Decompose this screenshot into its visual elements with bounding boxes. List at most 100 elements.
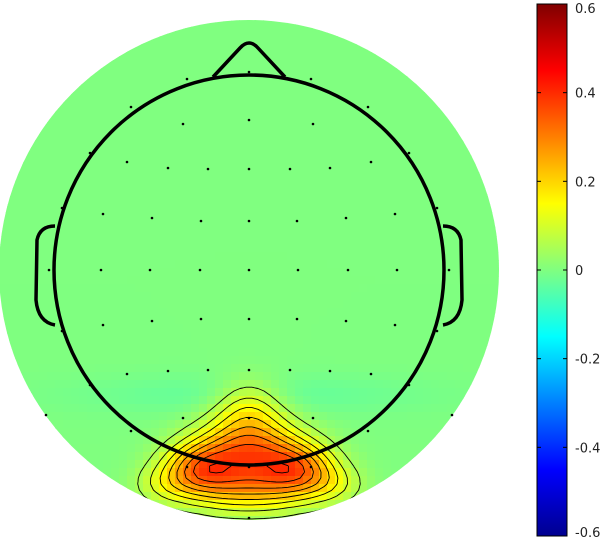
heatmap-cell: [495, 228, 499, 237]
heatmap-cell: [367, 260, 376, 269]
heatmap-cell: [327, 116, 336, 125]
heatmap-cell: [327, 148, 336, 157]
heatmap-cell: [271, 44, 280, 53]
heatmap-cell: [143, 404, 152, 413]
heatmap-cell: [391, 444, 400, 453]
heatmap-cell: [47, 364, 56, 373]
heatmap-cell: [55, 332, 64, 341]
heatmap-cell: [255, 20, 264, 29]
heatmap-cell: [367, 428, 376, 437]
heatmap-cell: [311, 460, 320, 469]
heatmap-cell: [135, 396, 144, 405]
heatmap-cell: [119, 428, 128, 437]
heatmap-cell: [327, 396, 336, 405]
heatmap-cell: [391, 436, 400, 445]
heatmap-cell: [103, 220, 112, 229]
heatmap-cell: [15, 348, 24, 357]
heatmap-cell: [295, 228, 304, 237]
heatmap-cell: [479, 372, 488, 381]
heatmap-cell: [447, 188, 456, 197]
heatmap-cell: [127, 260, 136, 269]
heatmap-cell: [111, 100, 120, 109]
heatmap-cell: [167, 268, 176, 277]
heatmap-cell: [463, 364, 472, 373]
heatmap-cell: [303, 244, 312, 253]
heatmap-cell: [79, 196, 88, 205]
heatmap-cell: [111, 92, 120, 101]
heatmap-cell: [359, 220, 368, 229]
heatmap-cell: [159, 284, 168, 293]
heatmap-cell: [23, 252, 32, 261]
heatmap-cell: [343, 108, 352, 117]
heatmap-cell: [239, 212, 248, 221]
heatmap-cell: [143, 204, 152, 213]
heatmap-cell: [383, 164, 392, 173]
heatmap-cell: [407, 284, 416, 293]
heatmap-cell: [431, 100, 440, 109]
heatmap-cell: [391, 276, 400, 285]
heatmap-cell: [159, 204, 168, 213]
heatmap-cell: [95, 428, 104, 437]
heatmap-cell: [343, 420, 352, 429]
heatmap-cell: [319, 252, 328, 261]
heatmap-cell: [151, 132, 160, 141]
heatmap-cell: [223, 108, 232, 117]
heatmap-cell: [439, 204, 448, 213]
heatmap-cell: [327, 292, 336, 301]
heatmap-cell: [391, 172, 400, 181]
heatmap-cell: [111, 212, 120, 221]
heatmap-cell: [271, 228, 280, 237]
heatmap-cell: [191, 484, 200, 493]
heatmap-cell: [335, 500, 344, 509]
heatmap-cell: [351, 84, 360, 93]
heatmap-cell: [263, 196, 272, 205]
heatmap-cell: [367, 292, 376, 301]
heatmap-cell: [191, 180, 200, 189]
heatmap-cell: [375, 260, 384, 269]
heatmap-cell: [119, 84, 128, 93]
heatmap-cell: [447, 284, 456, 293]
heatmap-cell: [247, 244, 256, 253]
heatmap-cell: [39, 268, 48, 277]
heatmap-cell: [239, 76, 248, 85]
heatmap-cell: [375, 244, 384, 253]
heatmap-cell: [239, 268, 248, 277]
heatmap-cell: [183, 460, 192, 469]
heatmap-cell: [239, 436, 248, 445]
heatmap-cell: [0, 252, 8, 261]
heatmap-cell: [407, 396, 416, 405]
heatmap-cell: [63, 188, 72, 197]
heatmap-cell: [79, 364, 88, 373]
colorbar-tick-label: 0: [575, 264, 583, 279]
heatmap-cell: [79, 324, 88, 333]
heatmap-cell: [351, 268, 360, 277]
heatmap-cell: [167, 172, 176, 181]
heatmap-cell: [399, 84, 408, 93]
heatmap-cell: [167, 348, 176, 357]
heatmap-cell: [215, 188, 224, 197]
heatmap-cell: [111, 180, 120, 189]
heatmap-cell: [63, 324, 72, 333]
heatmap-cell: [383, 316, 392, 325]
heatmap-cell: [319, 340, 328, 349]
heatmap-cell: [391, 84, 400, 93]
heatmap-cell: [207, 172, 216, 181]
heatmap-cell: [151, 260, 160, 269]
heatmap-cell: [471, 292, 480, 301]
heatmap-cell: [247, 236, 256, 245]
heatmap-cell: [279, 44, 288, 53]
heatmap-cell: [103, 156, 112, 165]
heatmap-cell: [343, 188, 352, 197]
heatmap-cell: [319, 332, 328, 341]
heatmap-cell: [223, 228, 232, 237]
heatmap-cell: [39, 196, 48, 205]
heatmap-cell: [143, 372, 152, 381]
heatmap-cell: [31, 124, 40, 133]
heatmap-cell: [319, 372, 328, 381]
heatmap-cell: [351, 132, 360, 141]
heatmap-cell: [311, 76, 320, 85]
heatmap-cell: [367, 204, 376, 213]
heatmap-cell: [247, 156, 256, 165]
heatmap-cell: [159, 356, 168, 365]
heatmap-cell: [367, 84, 376, 93]
